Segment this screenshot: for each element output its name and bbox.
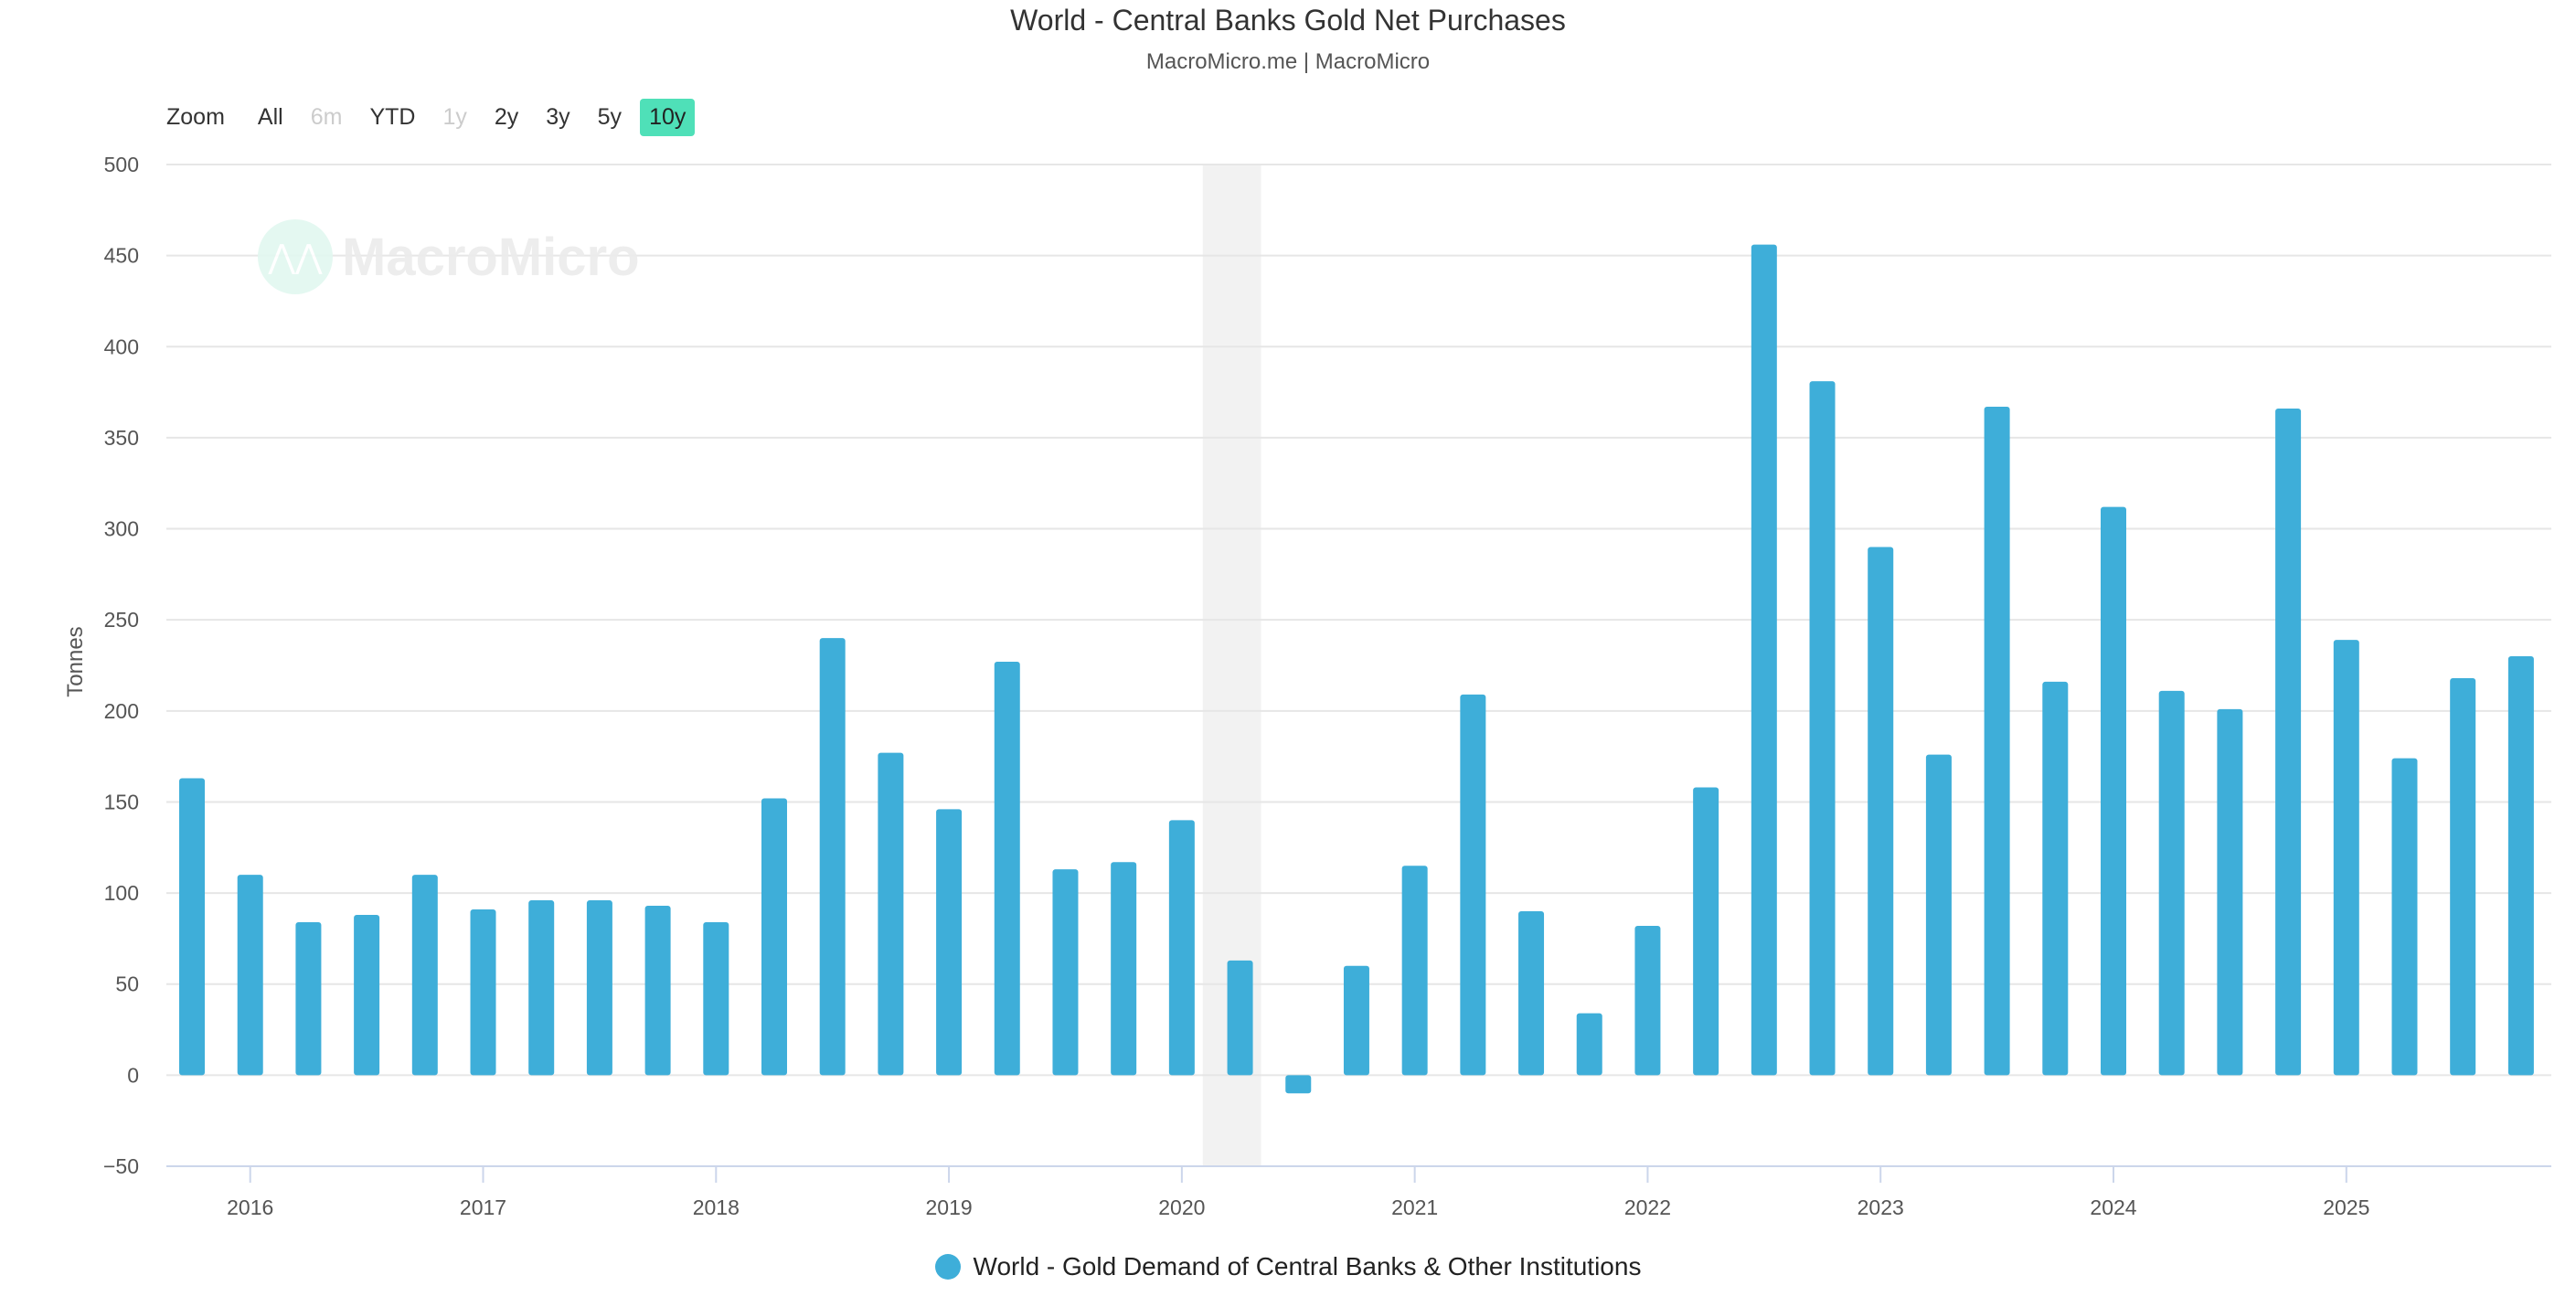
bar: [2333, 640, 2359, 1076]
bar: [761, 798, 787, 1076]
y-tick-label: 400: [104, 335, 139, 358]
bar: [878, 752, 904, 1076]
y-tick-label: −50: [103, 1154, 139, 1178]
zoom-6m-button[interactable]: 6m: [310, 104, 343, 130]
bar: [1809, 381, 1836, 1076]
x-tick-label: 2016: [227, 1195, 273, 1219]
y-tick-label: 150: [104, 790, 139, 813]
watermark-text: MacroMicro: [342, 227, 640, 287]
bar: [1751, 244, 1777, 1076]
bar: [1925, 754, 1952, 1076]
bar: [470, 909, 496, 1076]
zoom-ytd-button[interactable]: YTD: [369, 104, 416, 130]
bar: [1401, 866, 1428, 1076]
zoom-range-selector: Zoom All 6m YTD 1y 2y 3y 5y 10y: [166, 99, 704, 136]
bar: [1518, 911, 1545, 1076]
bar: [179, 778, 206, 1076]
bar: [1984, 407, 2010, 1076]
bar: [703, 921, 729, 1076]
x-tick-label: 2023: [1857, 1195, 1904, 1219]
y-tick-label: 100: [104, 881, 139, 905]
bar: [2391, 758, 2418, 1076]
bar: [1111, 862, 1137, 1076]
bar: [1168, 820, 1195, 1076]
bar: [1576, 1013, 1602, 1076]
x-tick-label: 2024: [2090, 1195, 2136, 1219]
bar: [2101, 506, 2127, 1076]
bar: [411, 875, 438, 1076]
bar: [237, 875, 263, 1076]
bar: [2507, 656, 2534, 1076]
legend-label[interactable]: World - Gold Demand of Central Banks & O…: [973, 1252, 1642, 1280]
zoom-3y-button[interactable]: 3y: [546, 104, 570, 130]
bar: [1285, 1075, 1312, 1094]
y-tick-label: 50: [115, 972, 139, 996]
x-tick-label: 2021: [1391, 1195, 1438, 1219]
y-tick-label: 500: [104, 153, 139, 176]
bar: [2217, 708, 2243, 1076]
bar: [2275, 409, 2302, 1076]
zoom-10y-button[interactable]: 10y: [640, 99, 696, 136]
x-tick-label: 2017: [460, 1195, 506, 1219]
x-tick-label: 2020: [1158, 1195, 1205, 1219]
bar: [1693, 787, 1719, 1076]
chart-title: World - Central Banks Gold Net Purchases: [1010, 4, 1566, 37]
zoom-all-button[interactable]: All: [257, 104, 283, 130]
y-tick-label: 350: [104, 426, 139, 450]
bar: [1343, 965, 1369, 1076]
legend-marker-icon: [934, 1254, 961, 1280]
y-axis-title: Tonnes: [63, 626, 88, 696]
bar: [994, 662, 1020, 1076]
bar: [295, 921, 322, 1076]
zoom-label: Zoom: [166, 104, 225, 130]
zoom-5y-button[interactable]: 5y: [597, 104, 623, 130]
chart-subtitle: MacroMicro.me | MacroMicro: [1145, 49, 1431, 74]
y-tick-label: 450: [104, 244, 139, 268]
bar: [1868, 547, 1894, 1076]
x-tick-label: 2025: [2323, 1195, 2369, 1219]
bar: [1227, 960, 1253, 1076]
y-tick-label: 300: [104, 517, 139, 541]
macromicro-logo-icon: ⋀⋀: [258, 219, 333, 294]
bar: [2450, 677, 2476, 1076]
bar: [936, 809, 963, 1076]
bar: [528, 900, 555, 1076]
x-tick-label: 2022: [1624, 1195, 1671, 1219]
legend[interactable]: World - Gold Demand of Central Banks & O…: [0, 1252, 2576, 1281]
zoom-1y-button[interactable]: 1y: [442, 104, 467, 130]
zoom-2y-button[interactable]: 2y: [494, 104, 519, 130]
bar: [1634, 925, 1661, 1076]
bar: [354, 915, 380, 1076]
x-tick-label: 2019: [925, 1195, 972, 1219]
x-tick-label: 2018: [693, 1195, 740, 1219]
watermark-logo: ⋀⋀ MacroMicro: [258, 219, 640, 294]
bar: [2042, 681, 2069, 1076]
bar: [819, 638, 846, 1076]
bar: [586, 900, 612, 1076]
bar: [2158, 690, 2185, 1076]
bar: [1052, 869, 1079, 1076]
y-tick-label: 200: [104, 699, 139, 723]
y-tick-label: 250: [104, 608, 139, 632]
bar: [1460, 694, 1486, 1076]
y-tick-label: 0: [127, 1063, 139, 1087]
bar: [644, 906, 671, 1076]
